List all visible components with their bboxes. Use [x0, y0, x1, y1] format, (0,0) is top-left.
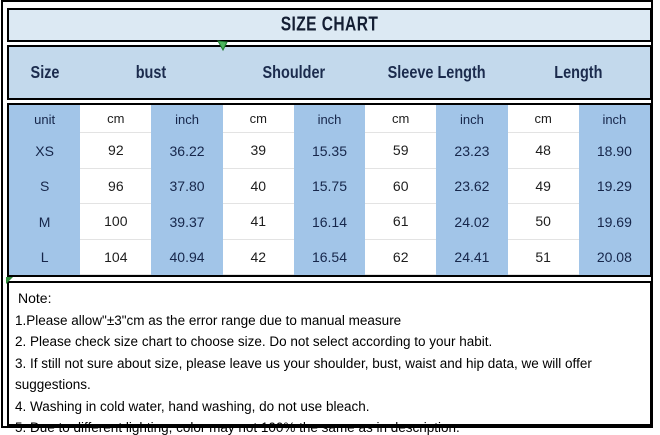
size-label-xs: XS — [9, 133, 81, 169]
table-cell: 39.37 — [151, 204, 223, 240]
header-bust-label: bust — [136, 62, 167, 82]
table-cell: 24.02 — [436, 204, 508, 240]
header-shoulder: Shoulder — [223, 62, 365, 83]
table-cell: 23.23 — [436, 133, 508, 169]
table-cell: 48 — [507, 133, 579, 169]
table-cell: 18.90 — [578, 133, 650, 169]
table-cell: 61 — [365, 204, 437, 240]
table-cell: 19.69 — [578, 204, 650, 240]
table-cell: 92 — [80, 133, 152, 169]
table-cell: 51 — [507, 239, 579, 275]
table-cell: 49 — [507, 168, 579, 204]
header-bust: bust — [80, 62, 222, 83]
table-cell: 40 — [222, 168, 294, 204]
table-header-row: Size bust Shoulder Sleeve Length Length — [7, 45, 652, 100]
table-cell: 40.94 — [151, 239, 223, 275]
table-cell: 50 — [507, 204, 579, 240]
table-cell: 59 — [365, 133, 437, 169]
table-cell: 104 — [80, 239, 152, 275]
header-size: Size — [9, 62, 80, 83]
table-cell: 60 — [365, 168, 437, 204]
note-item-4: 4. Washing in cold water, hand washing, … — [15, 398, 370, 414]
header-sleeve-length-label: Sleeve Length — [387, 62, 486, 82]
unit-cell: inch — [436, 105, 508, 133]
corner-marker-icon — [6, 277, 13, 284]
table-cell: 23.62 — [436, 168, 508, 204]
table-cell: 16.54 — [293, 239, 366, 275]
unit-cell: cm — [365, 105, 437, 133]
title-bar: SIZE CHART — [7, 8, 652, 42]
note-item-3: 3. If still not sure about size, please … — [15, 355, 592, 393]
header-shoulder-label: Shoulder — [262, 62, 326, 82]
table-cell: 16.14 — [293, 204, 366, 240]
unit-cell: inch — [293, 105, 366, 133]
cursor-arrow-icon — [217, 40, 228, 52]
table-cell: 42 — [222, 239, 294, 275]
size-label-l: L — [9, 239, 81, 275]
table-cell: 37.80 — [151, 168, 223, 204]
table-cell: 39 — [222, 133, 294, 169]
notes-box: Note: 1.Please allow"±3"cm as the error … — [7, 281, 652, 435]
notes-heading: Note: — [18, 290, 52, 306]
header-size-label: Size — [30, 62, 60, 82]
header-length-label: Length — [554, 62, 603, 82]
unit-cell: cm — [222, 105, 294, 133]
table-cell: 20.08 — [578, 239, 650, 275]
note-item-5: 5. Due to different lighting, color may … — [15, 420, 460, 435]
table-cell: 62 — [365, 239, 437, 275]
unit-cell: cm — [507, 105, 579, 133]
table-cell: 41 — [222, 204, 294, 240]
size-label-m: M — [9, 204, 81, 240]
table-cell: 15.75 — [293, 168, 366, 204]
unit-cell: inch — [578, 105, 650, 133]
page-title: SIZE CHART — [280, 13, 379, 36]
size-label-s: S — [9, 168, 81, 204]
table-cell: 15.35 — [293, 133, 366, 169]
table-cell: 19.29 — [578, 168, 650, 204]
header-length: Length — [508, 62, 650, 83]
table-cell: 96 — [80, 168, 152, 204]
note-item-1: 1.Please allow"±3"cm as the error range … — [15, 312, 402, 328]
header-sleeve-length: Sleeve Length — [365, 62, 507, 83]
unit-cell: unit — [9, 105, 81, 133]
size-chart-table: unit cm inch cm inch cm inch cm inch XS … — [7, 103, 652, 277]
unit-cell: inch — [151, 105, 223, 133]
table-cell: 100 — [80, 204, 152, 240]
outer-border-frame — [1, 0, 653, 428]
table-cell: 24.41 — [436, 239, 508, 275]
note-item-2: 2. Please check size chart to choose siz… — [15, 334, 493, 349]
unit-cell: cm — [80, 105, 152, 133]
table-cell: 36.22 — [151, 133, 223, 169]
